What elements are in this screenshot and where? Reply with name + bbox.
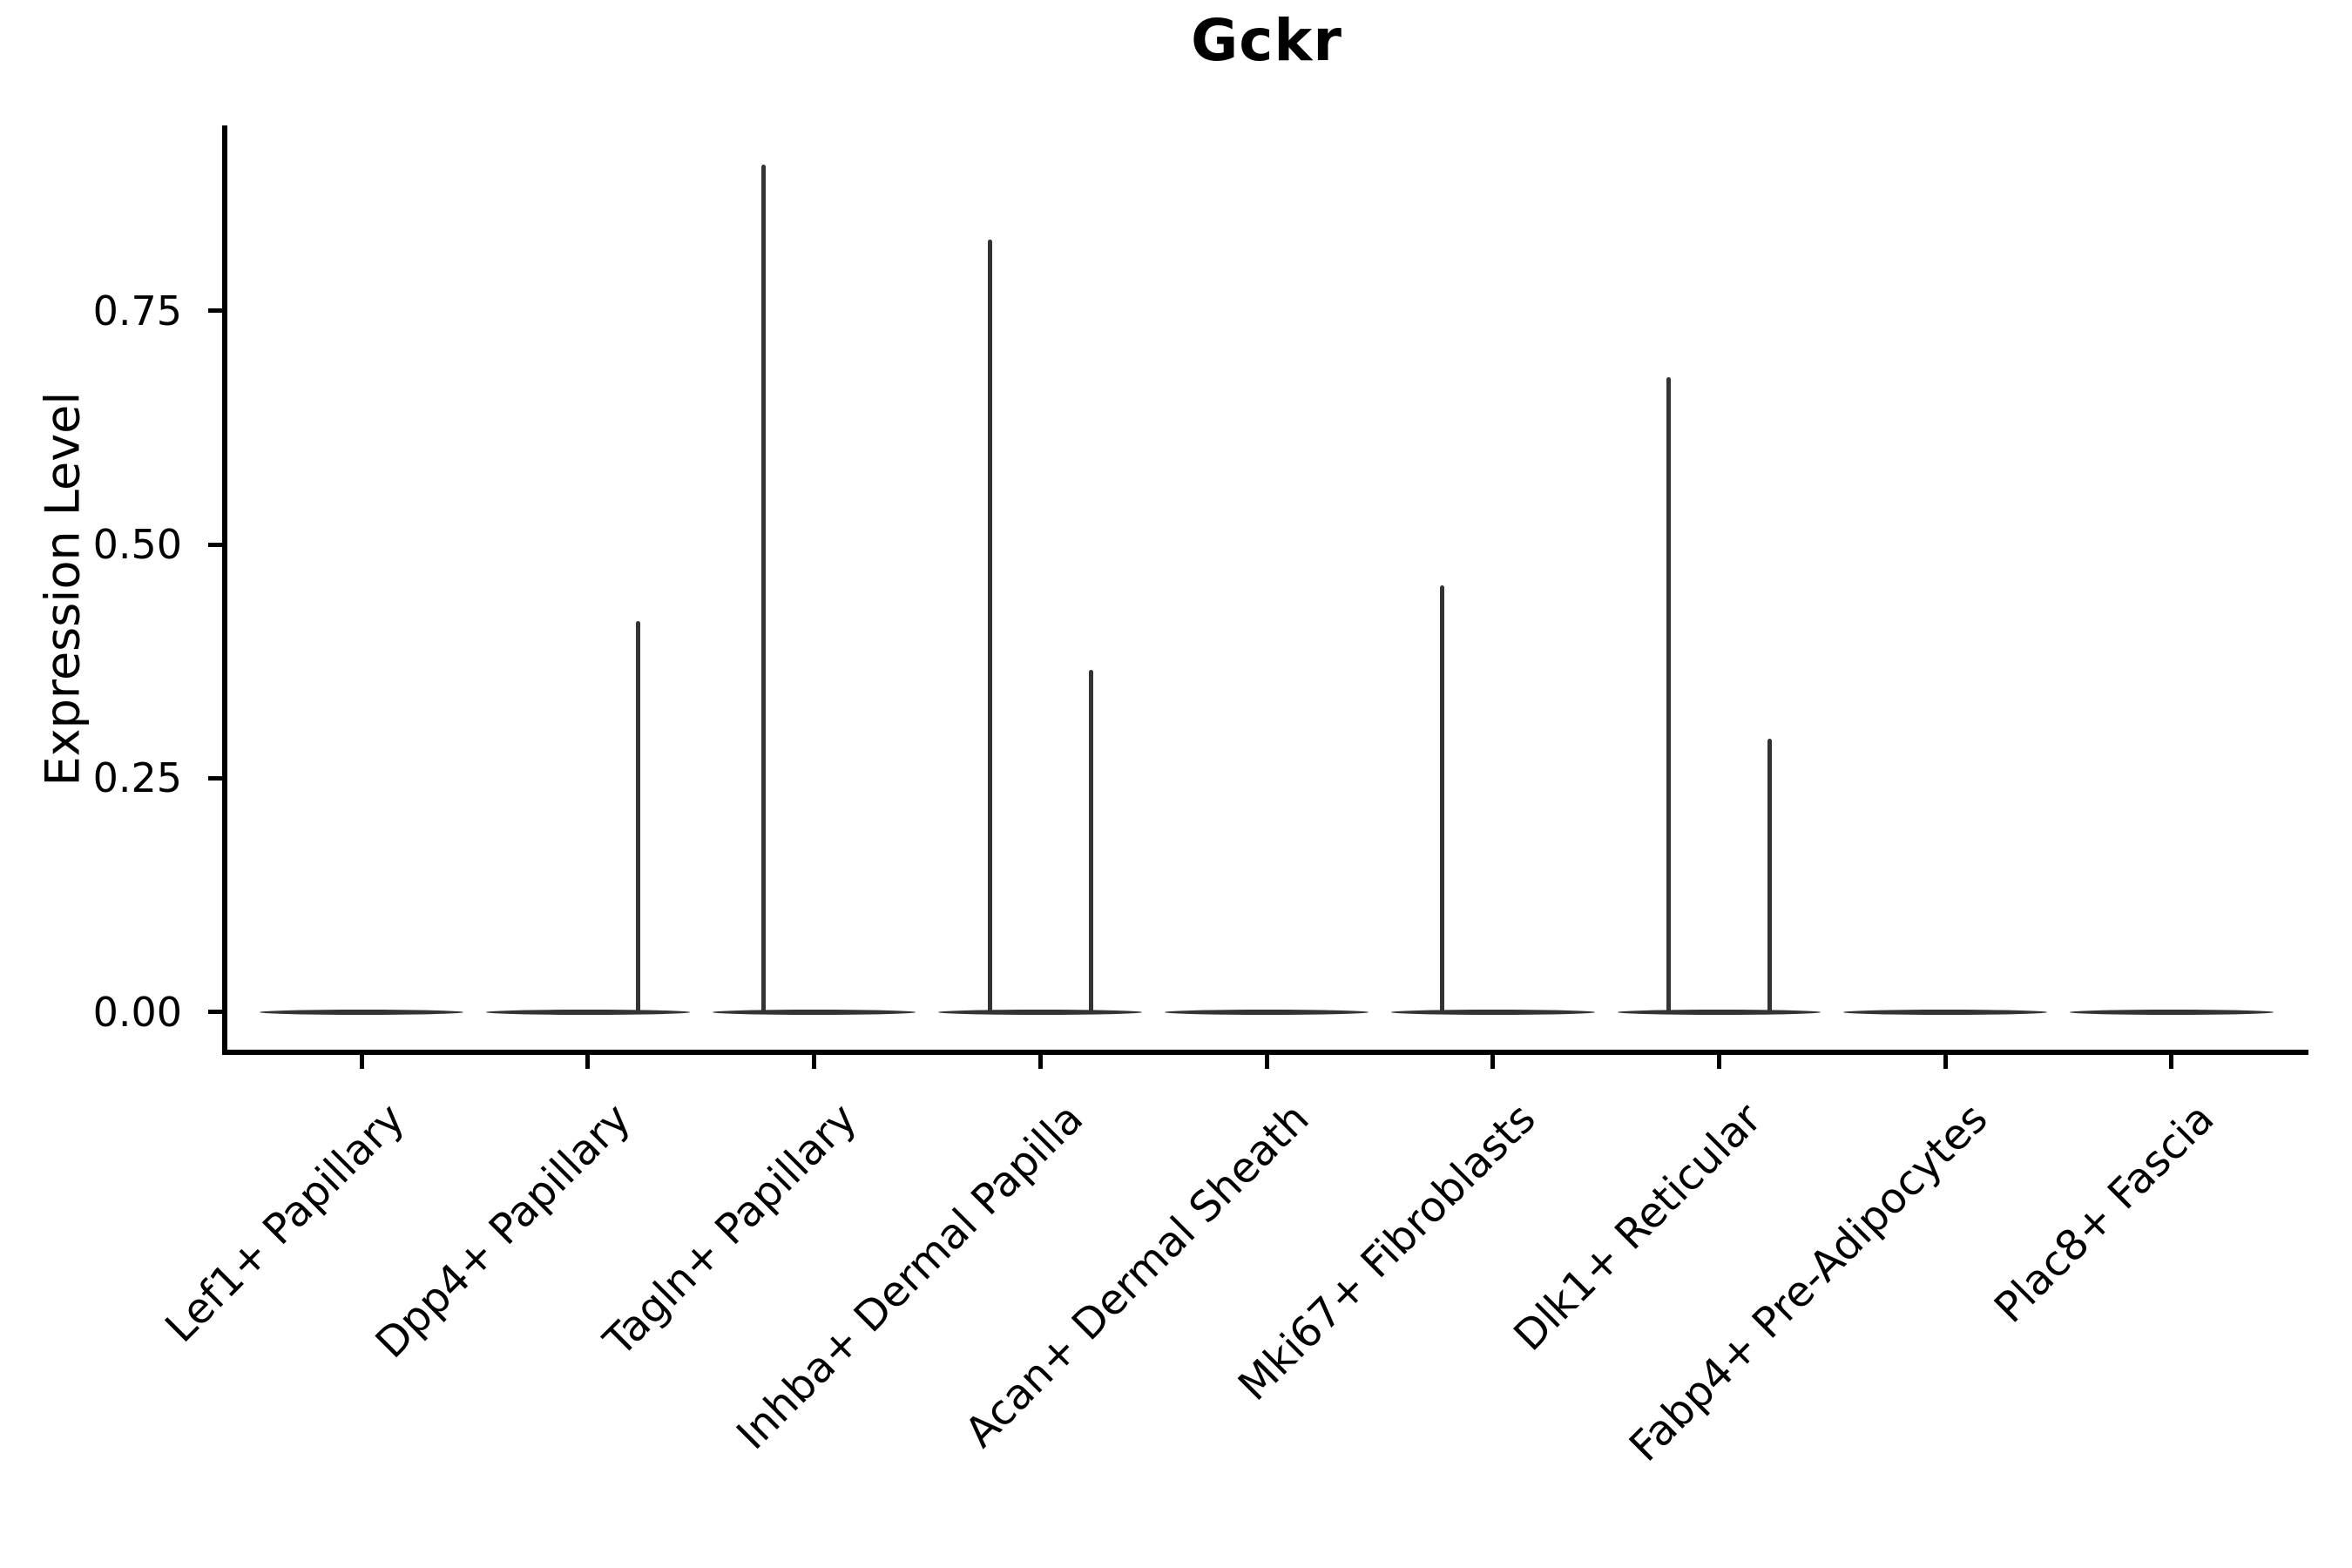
x-tick-label: Plac8+ Fascia — [1984, 1094, 2224, 1333]
x-axis-spine — [222, 1050, 2308, 1055]
chart-title: Gckr — [1191, 7, 1342, 74]
violin-spike — [1767, 739, 1772, 1012]
violin-body-bar — [1390, 1009, 1595, 1015]
y-axis-spine — [222, 125, 227, 1055]
y-tick-label: 0.25 — [92, 754, 182, 802]
violin-body-bar — [1617, 1009, 1821, 1015]
y-tick — [208, 542, 222, 547]
y-tick-label: 0.00 — [92, 988, 182, 1036]
x-tick — [1490, 1055, 1496, 1069]
violin-body-bar — [712, 1009, 916, 1015]
violin-body-bar — [1843, 1009, 2047, 1015]
violin-body-bar — [938, 1009, 1143, 1015]
violin-spike — [1666, 376, 1671, 1012]
y-tick-label: 0.75 — [92, 287, 182, 335]
y-tick — [208, 1010, 222, 1015]
x-tick — [1716, 1055, 1721, 1069]
x-tick-label: Dlk1+ Reticular — [1504, 1094, 1772, 1361]
y-tick — [208, 775, 222, 781]
violin-spike — [1088, 669, 1093, 1012]
violin-body-bar — [260, 1009, 463, 1015]
y-axis-label: Expression Level — [35, 391, 91, 787]
y-tick-label: 0.50 — [92, 521, 182, 568]
x-tick — [2169, 1055, 2174, 1069]
x-tick — [812, 1055, 817, 1069]
x-tick — [1943, 1055, 1948, 1069]
violin-body-bar — [2069, 1009, 2274, 1015]
x-tick — [359, 1055, 364, 1069]
violin-body-bar — [485, 1009, 690, 1015]
x-tick — [585, 1055, 591, 1069]
violin-spike — [761, 165, 767, 1012]
violin-spike — [1440, 585, 1445, 1012]
x-tick-label: Lef1+ Papillary — [155, 1094, 414, 1352]
violin-spike — [636, 621, 641, 1012]
x-tick — [1264, 1055, 1269, 1069]
x-tick — [1037, 1055, 1043, 1069]
y-tick — [208, 308, 222, 314]
x-tick-label: Tagln+ Papillary — [594, 1094, 867, 1366]
violin-spike — [987, 239, 992, 1012]
x-tick-label: Fabp4+ Pre-Adipocytes — [1620, 1094, 1997, 1471]
violin-body-bar — [1165, 1009, 1369, 1015]
